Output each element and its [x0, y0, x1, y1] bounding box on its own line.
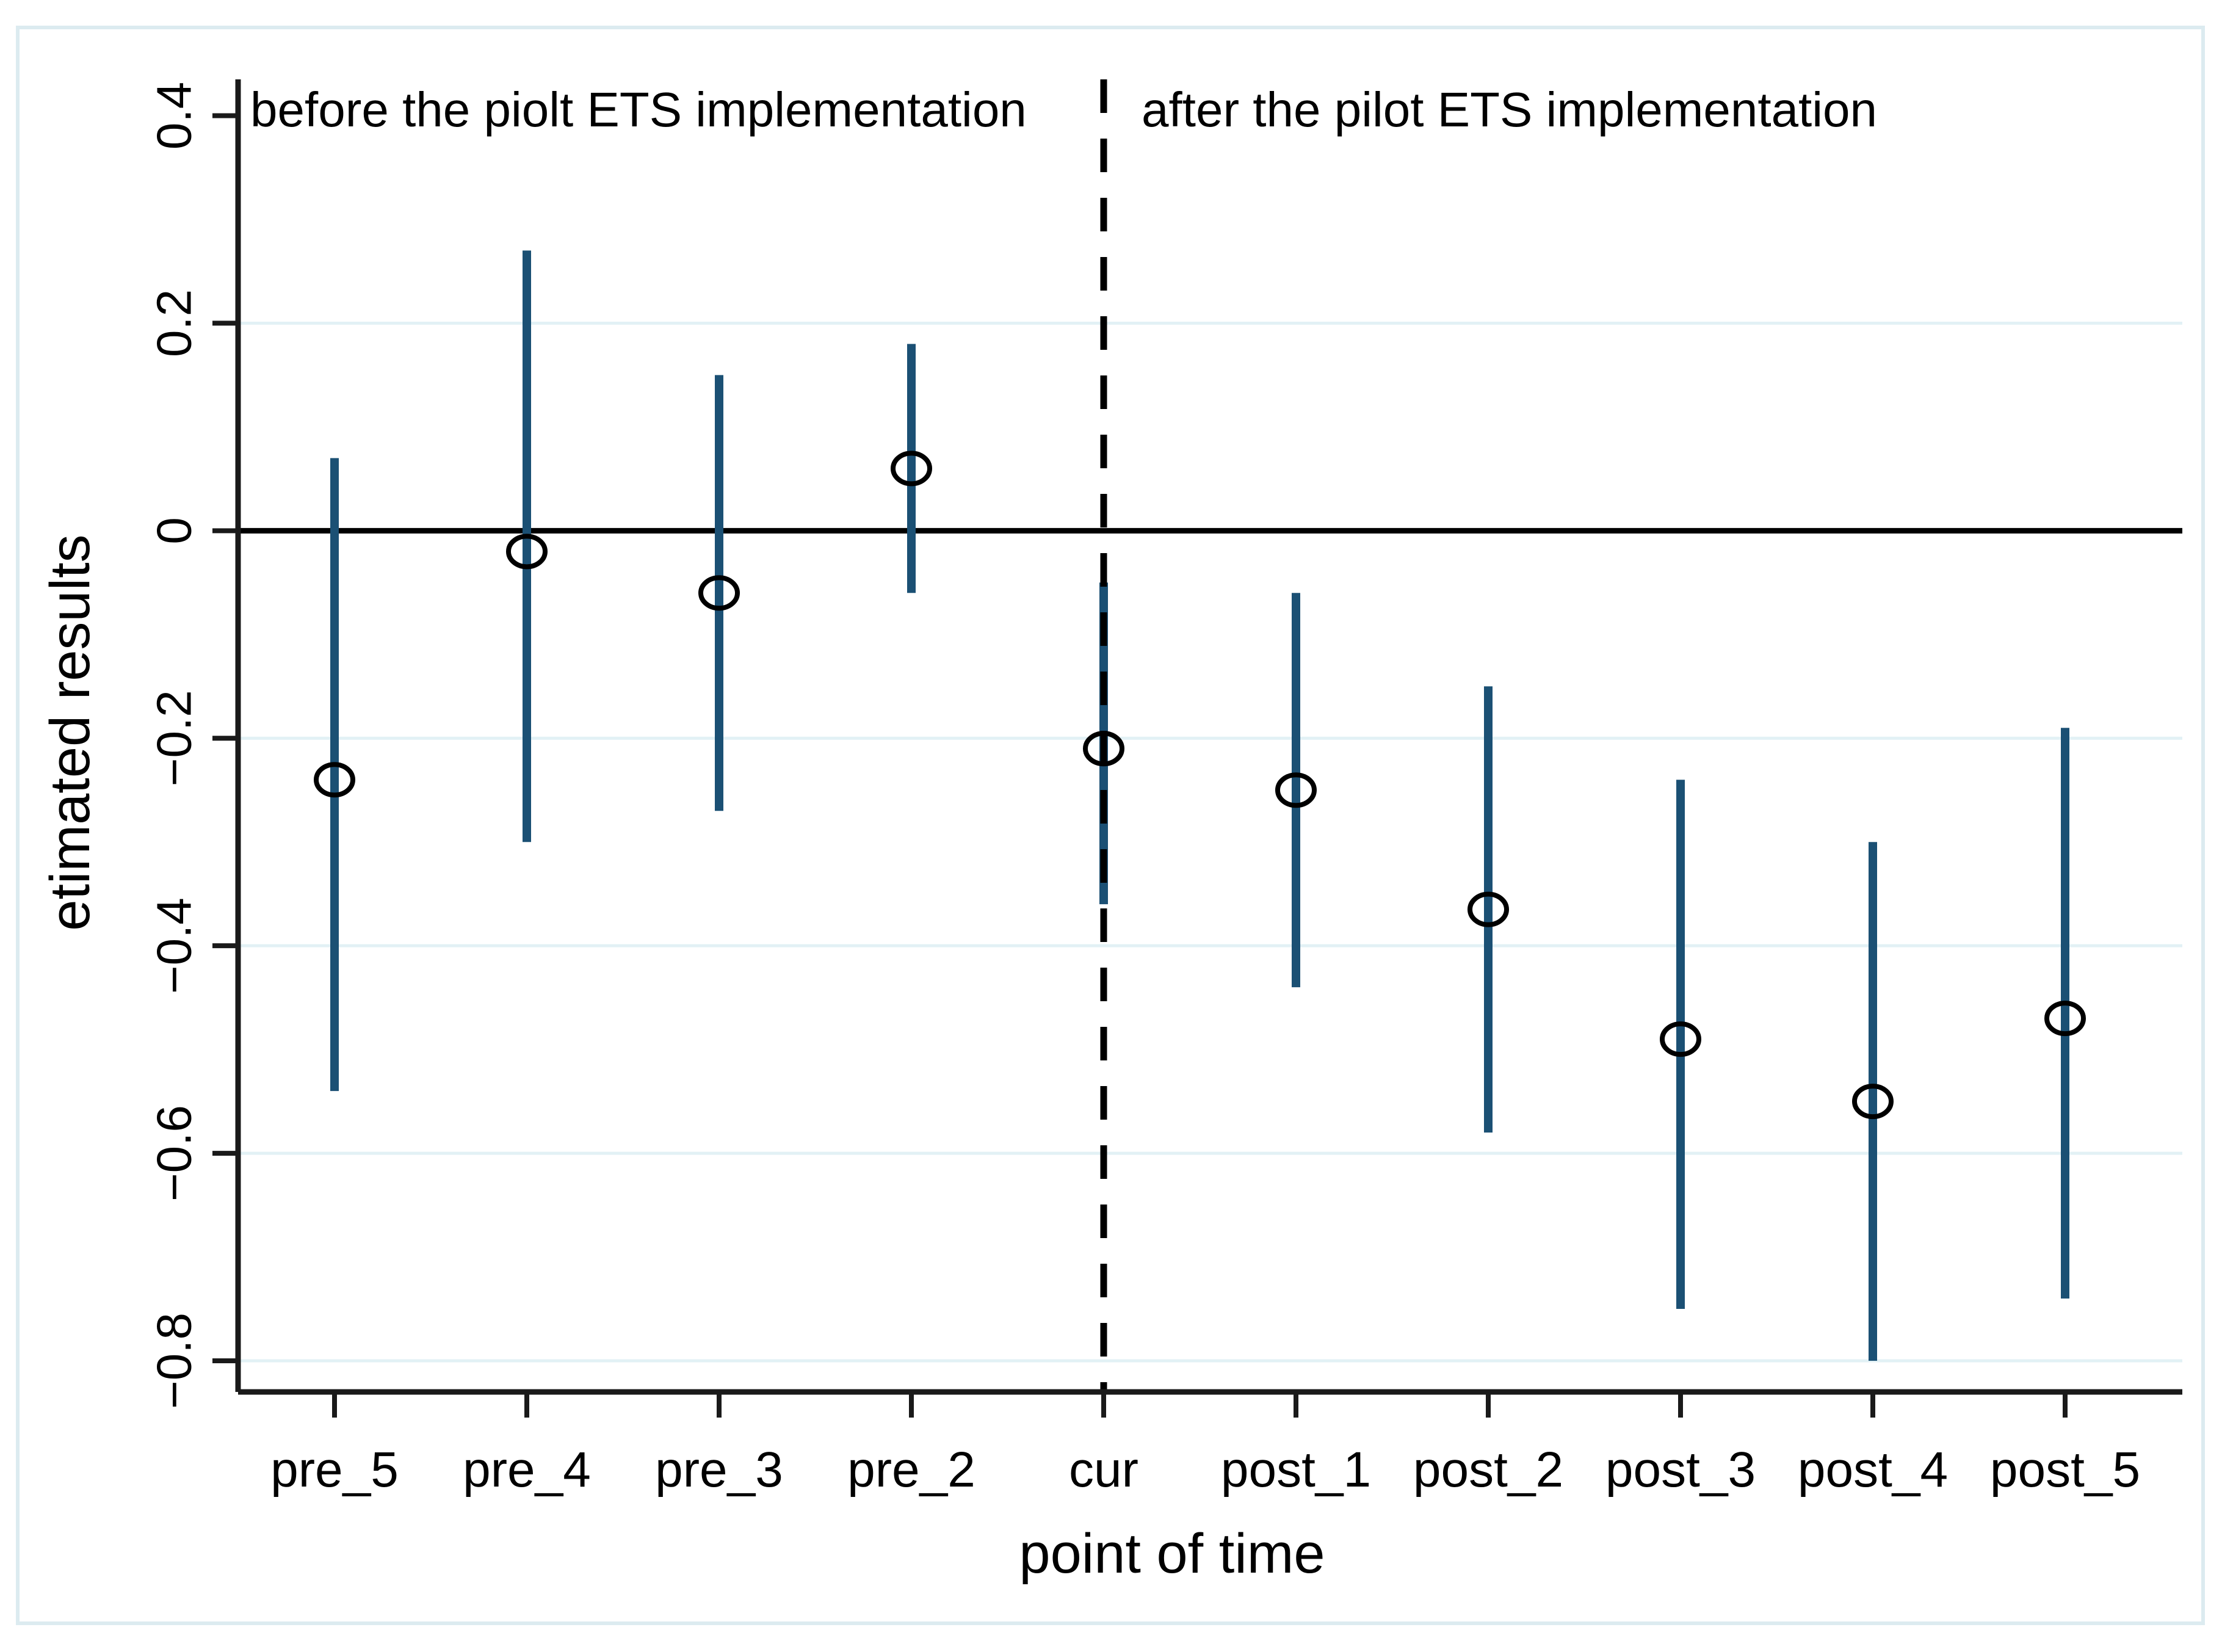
y-tick-label-0.4: 0.4 — [147, 82, 201, 150]
x-axis-title: point of time — [1019, 1523, 1325, 1585]
marker-cur — [1083, 731, 1124, 767]
x-tick-label-post_4: post_4 — [1798, 1442, 1948, 1498]
annotation-after-ets: after the pilot ETS implementation — [1142, 82, 1878, 137]
marker-post_2 — [1467, 891, 1509, 927]
figure-border — [16, 26, 2205, 1625]
marker-post_3 — [1660, 1021, 1701, 1057]
marker-pre_2 — [891, 451, 932, 487]
marker-pre_5 — [314, 762, 355, 798]
y-tick-label-0: 0 — [147, 517, 201, 545]
y-axis-title: etimated results — [39, 534, 101, 931]
y-tick-label--0.2: −0.2 — [147, 690, 201, 786]
marker-pre_4 — [506, 534, 548, 570]
y-tick-label--0.4: −0.4 — [147, 897, 201, 994]
y-tick-label--0.6: −0.6 — [147, 1105, 201, 1201]
y-tick-label--0.8: −0.8 — [147, 1313, 201, 1409]
marker-pre_3 — [698, 575, 740, 611]
marker-post_1 — [1275, 772, 1317, 808]
x-tick-label-post_1: post_1 — [1221, 1442, 1371, 1498]
annotation-before-ets: before the piolt ETS implementation — [250, 82, 1027, 137]
x-tick-label-cur: cur — [1069, 1442, 1138, 1498]
x-tick-label-post_3: post_3 — [1605, 1442, 1756, 1498]
x-tick-label-post_5: post_5 — [1990, 1442, 2140, 1498]
x-tick-label-pre_3: pre_3 — [655, 1442, 783, 1498]
x-tick-label-pre_2: pre_2 — [847, 1442, 975, 1498]
x-tick-label-pre_5: pre_5 — [270, 1442, 399, 1498]
marker-post_4 — [1852, 1084, 1894, 1120]
x-tick-label-pre_4: pre_4 — [463, 1442, 591, 1498]
marker-post_5 — [2044, 1001, 2086, 1037]
x-tick-label-post_2: post_2 — [1413, 1442, 1563, 1498]
y-tick-label-0.2: 0.2 — [147, 289, 201, 357]
